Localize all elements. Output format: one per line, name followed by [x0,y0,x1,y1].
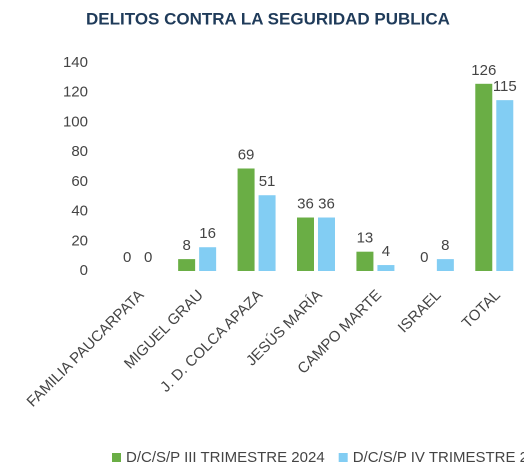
bar [178,259,196,271]
x-tick-label: ISRAEL [395,287,445,337]
chart-title: DELITOS CONTRA LA SEGURIDAD PUBLICA [86,9,450,28]
y-tick-label: 0 [80,262,88,279]
legend-label: D/C/S/P III TRIMESTRE 2024 [126,449,325,466]
data-label: 13 [357,230,374,247]
bar [199,247,217,271]
legend-label: D/C/S/P IV TRIMESTRE 2024 [353,449,524,466]
data-label: 4 [382,243,390,260]
bar [356,251,374,271]
bar [318,217,335,271]
data-label: 36 [318,195,335,212]
data-label: 115 [493,78,517,95]
data-label: 0 [123,249,131,266]
x-tick-label: FAMILIA PAUCARPATA [24,287,148,411]
bar [237,168,255,271]
legend-swatch [112,453,121,462]
bar [258,195,276,271]
data-label: 126 [471,62,496,79]
bar [475,83,493,271]
data-label: 51 [259,173,276,190]
data-label: 8 [182,237,190,254]
bar [297,217,314,271]
bar [377,265,395,271]
y-tick-label: 20 [71,232,88,249]
data-label: 36 [297,195,314,212]
data-label: 69 [238,146,255,163]
y-tick-label: 140 [63,54,88,71]
data-label: 0 [144,249,152,266]
legend-swatch [338,453,348,462]
bar [496,100,514,272]
data-label: 0 [420,249,428,266]
y-tick-label: 120 [63,84,88,101]
y-tick-label: 80 [71,143,88,160]
y-tick-label: 100 [63,113,88,130]
data-label: 16 [199,225,216,242]
bar [436,259,454,271]
data-label: 8 [441,237,449,254]
y-tick-label: 40 [71,203,88,220]
x-tick-label: TOTAL [459,287,504,332]
x-tick-label: J. D. COLCA APAZA [157,287,266,396]
y-tick-label: 60 [71,173,88,190]
